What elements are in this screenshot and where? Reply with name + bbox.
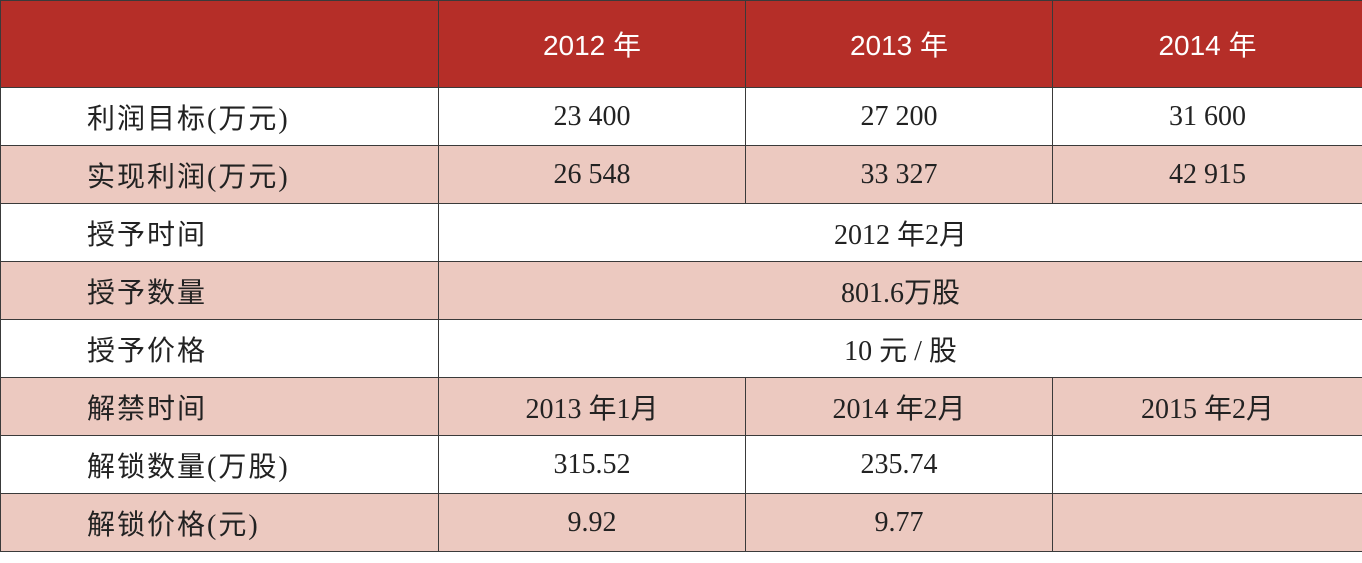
- table-cell: 42 915: [1052, 145, 1362, 204]
- table-cell: 2015 年2月: [1052, 377, 1362, 436]
- table-cell: 235.74: [745, 435, 1053, 494]
- row-label: 解禁时间: [0, 377, 439, 436]
- row-label: 解锁价格(元): [0, 493, 439, 552]
- row-label: 授予时间: [0, 203, 439, 262]
- table-row: 解锁价格(元) 9.92 9.77: [0, 493, 1362, 552]
- table-cell: 2012 年2月: [438, 203, 1362, 262]
- table-row: 解锁数量(万股) 315.52 235.74: [0, 435, 1362, 494]
- table-cell: 10 元 / 股: [438, 319, 1362, 378]
- table-cell: 27 200: [745, 87, 1053, 146]
- header-row: 2012 年 2013 年 2014 年: [0, 0, 1362, 88]
- table-row: 利润目标(万元) 23 400 27 200 31 600: [0, 87, 1362, 146]
- header-cell: 2012 年: [438, 0, 746, 88]
- table-cell: 33 327: [745, 145, 1053, 204]
- table-row: 授予价格 10 元 / 股: [0, 319, 1362, 378]
- table-cell: 2013 年1月: [438, 377, 746, 436]
- row-label: 利润目标(万元): [0, 87, 439, 146]
- table-row: 授予数量 801.6万股: [0, 261, 1362, 320]
- empty-cell: [1052, 435, 1362, 494]
- row-label: 解锁数量(万股): [0, 435, 439, 494]
- header-cell: 2014 年: [1052, 0, 1362, 88]
- table-row: 授予时间 2012 年2月: [0, 203, 1362, 262]
- table-cell: 9.77: [745, 493, 1053, 552]
- row-label: 授予价格: [0, 319, 439, 378]
- table-cell: 31 600: [1052, 87, 1362, 146]
- table-row: 解禁时间 2013 年1月 2014 年2月 2015 年2月: [0, 377, 1362, 436]
- table-cell: 315.52: [438, 435, 746, 494]
- table-cell: 26 548: [438, 145, 746, 204]
- table-row: 实现利润(万元) 26 548 33 327 42 915: [0, 145, 1362, 204]
- row-label: 授予数量: [0, 261, 439, 320]
- row-label: 实现利润(万元): [0, 145, 439, 204]
- table-cell: 801.6万股: [438, 261, 1362, 320]
- table-cell: 23 400: [438, 87, 746, 146]
- table-cell: 2014 年2月: [745, 377, 1053, 436]
- table-cell: 9.92: [438, 493, 746, 552]
- header-corner: [0, 0, 439, 88]
- header-cell: 2013 年: [745, 0, 1053, 88]
- empty-cell: [1052, 493, 1362, 552]
